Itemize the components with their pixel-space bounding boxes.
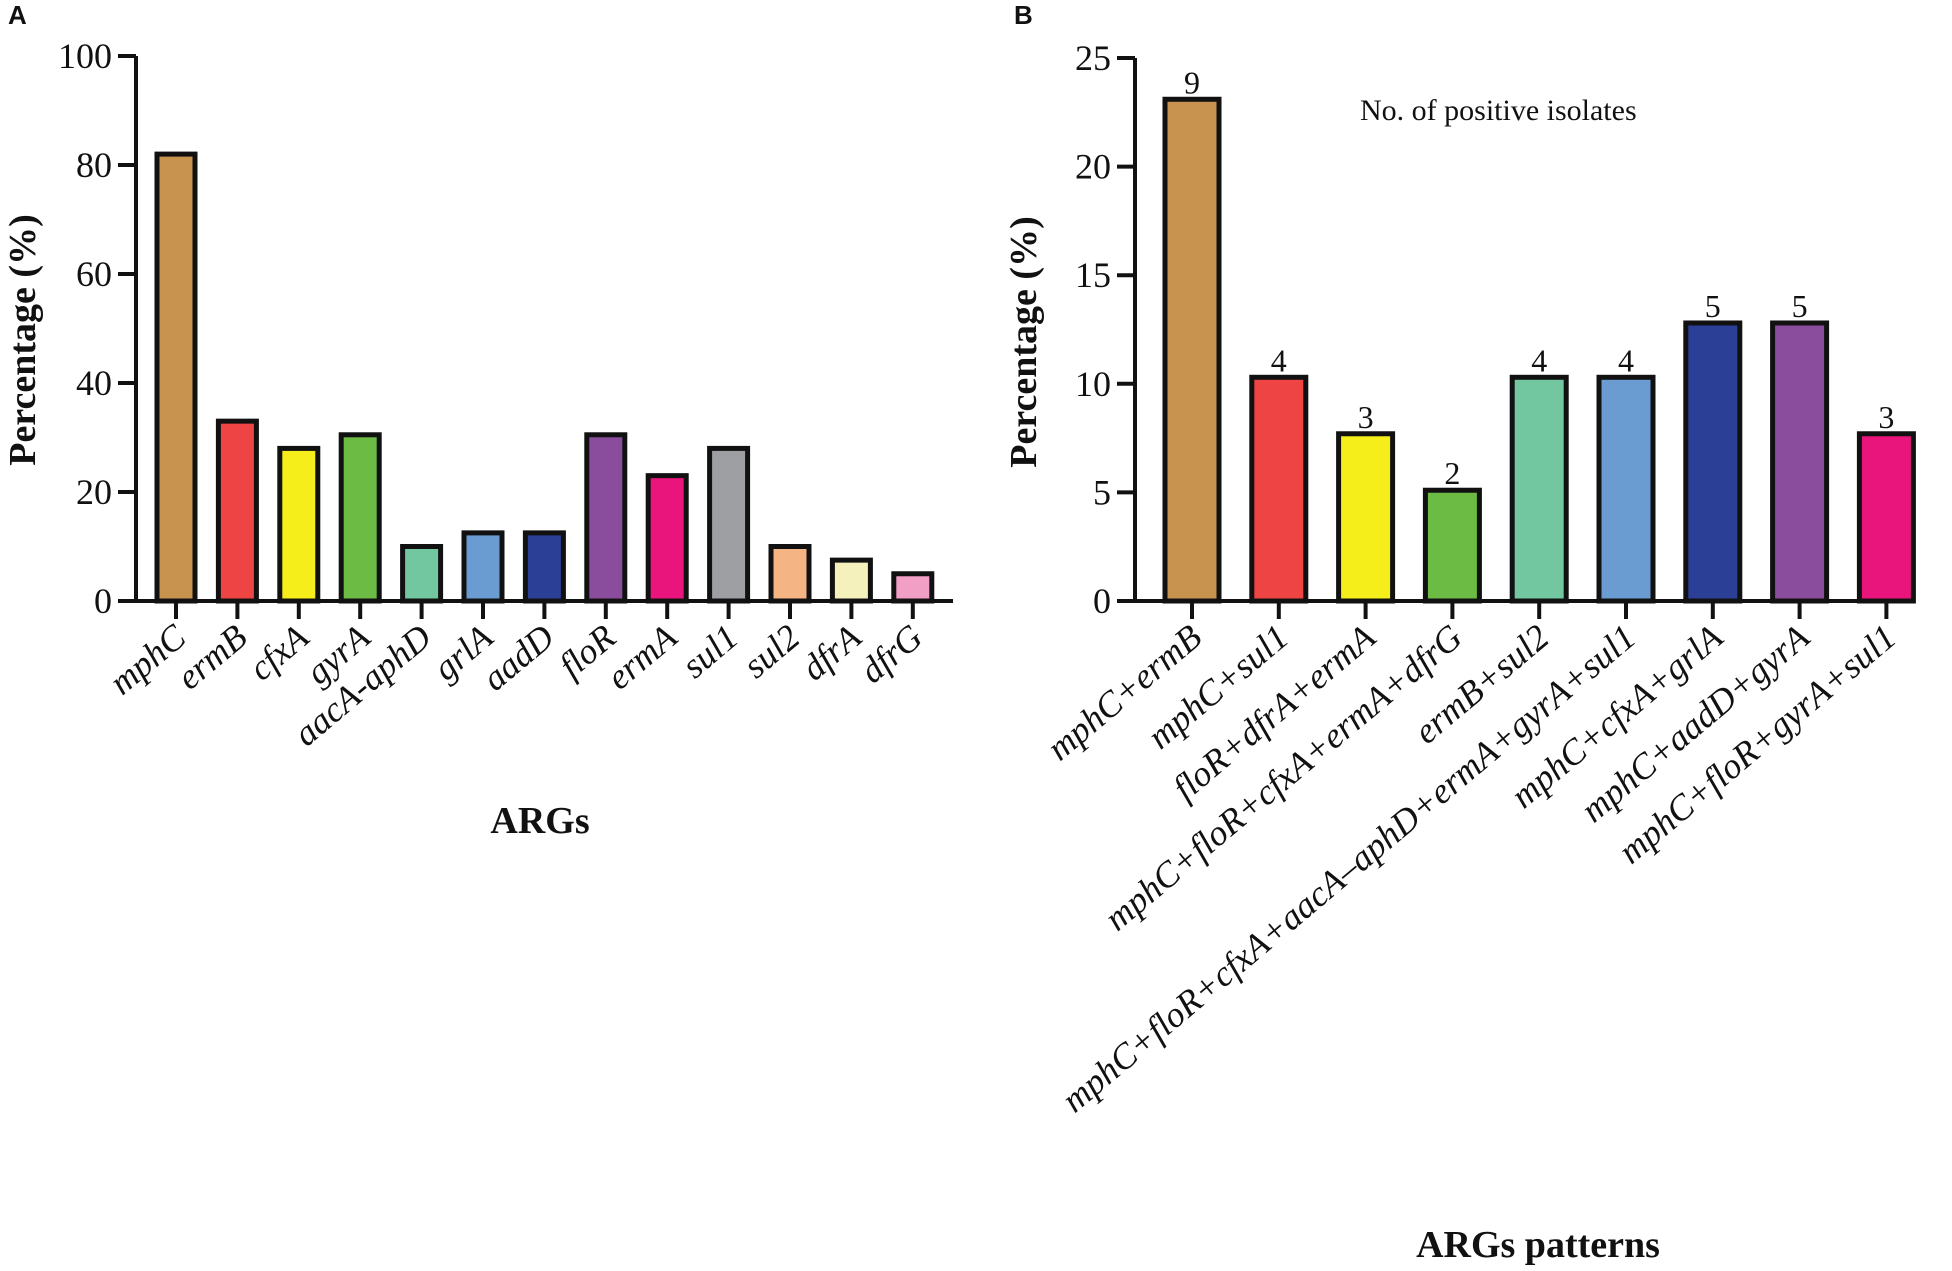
panel-a-y-tick-label: 40: [76, 363, 112, 403]
panel-b-y-tick-label: 15: [1075, 255, 1111, 295]
panel-a-bar: [277, 445, 321, 604]
panel-a-category-label: sul2: [735, 616, 807, 685]
panel-b-bar: [1770, 320, 1830, 604]
panel-b-letter: B: [1014, 0, 1033, 30]
panel-b-data-label: 2: [1444, 455, 1460, 491]
panel-b-data-label: 9: [1184, 64, 1200, 100]
panel-a-bar: [707, 445, 751, 604]
panel-a-category-label: sul1: [674, 616, 746, 685]
panel-b-bar: [1509, 374, 1569, 604]
panel-a-bar: [215, 418, 259, 604]
panel-a-letter: A: [8, 0, 27, 30]
panel-b-data-label: 4: [1618, 342, 1634, 378]
panel-a-category-label: ermA: [599, 616, 685, 697]
panel-b-annotation: No. of positive isolates: [1360, 94, 1637, 127]
panel-b-y-tick-label: 5: [1093, 472, 1111, 512]
panel-a-bar: [768, 544, 812, 604]
panel-a-y-tick-label: 20: [76, 472, 112, 512]
panel-a: A Percentage (%) ARGs 0 20 40 60 80 100 mphCe…: [2, 0, 953, 842]
panel-a-y-tick-label: 80: [76, 145, 112, 185]
panel-a-category-label: dfrG: [852, 616, 930, 690]
panel-a-axes: 0 20 40 60 80 100: [58, 36, 953, 621]
panel-a-y-tick-label: 100: [58, 36, 112, 76]
panel-a-labels: mphCermBcfxAgyrAaacA-aphDgrlAaadDfloRerm…: [102, 616, 930, 754]
panel-a-bar: [891, 571, 935, 604]
panel-a-y-tick-label: 60: [76, 254, 112, 294]
panel-a-category-label: dfrA: [794, 616, 870, 688]
panel-b-bar: [1162, 96, 1222, 604]
panel-a-bar: [154, 151, 198, 604]
panel-b-data-label: 3: [1358, 399, 1374, 435]
panel-a-bar: [584, 432, 628, 604]
panel-a-bar: [338, 432, 382, 604]
panel-b-bar: [1336, 431, 1396, 604]
panel-b-y-tick-label: 20: [1075, 147, 1111, 187]
panel-a-x-axis-title: ARGs: [490, 800, 589, 842]
panel-a-y-tick-label: 0: [94, 581, 112, 621]
panel-a-bar: [522, 530, 566, 604]
panel-b-y-tick-label: 0: [1093, 581, 1111, 621]
panel-b-bar: [1249, 374, 1309, 604]
panel-b-data-label: 5: [1705, 288, 1721, 324]
panel-a-bars: [154, 151, 935, 604]
panel-a-category-label: cfxA: [241, 616, 316, 688]
panel-a-bar: [829, 557, 873, 604]
panel-b-y-tick-label: 25: [1075, 38, 1111, 78]
panel-b-bar: [1683, 320, 1743, 604]
panel-b-data-label: 5: [1792, 288, 1808, 324]
panel-b-bar: [1856, 431, 1916, 604]
panel-b-x-axis-title: ARGs patterns: [1416, 1224, 1660, 1266]
panel-b-bars: [1162, 96, 1916, 604]
panel-a-bar: [461, 530, 505, 604]
panel-a-bar: [400, 544, 444, 604]
panel-b-data-label: 4: [1531, 342, 1547, 378]
panel-b: B Percentage (%) ARGs patterns No. of po…: [1003, 0, 1916, 1266]
panel-a-category-label: aadD: [475, 616, 562, 698]
panel-b-y-tick-label: 10: [1075, 364, 1111, 404]
panel-b-bar: [1596, 374, 1656, 604]
panel-b-data-label: 4: [1271, 342, 1287, 378]
panel-b-bar: [1422, 487, 1482, 604]
panel-b-y-axis-title: Percentage (%): [1003, 216, 1045, 467]
panel-b-data-label: 3: [1878, 399, 1894, 435]
panel-a-y-axis-title: Percentage (%): [2, 214, 44, 465]
panel-a-bar: [645, 473, 689, 604]
